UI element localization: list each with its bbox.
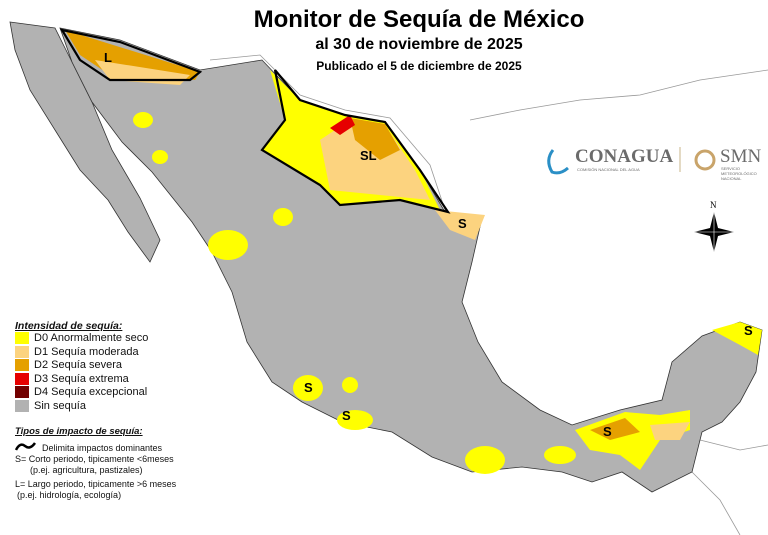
- legend-swatch: [15, 359, 29, 372]
- label-sl: SL: [360, 148, 377, 163]
- smn-subtitle: SERVICIO METEOROLÓGICO NACIONAL: [721, 166, 757, 181]
- d3-north: [330, 115, 355, 135]
- impact-line-sl: [260, 69, 451, 214]
- page-subtitle: al 30 de noviembre de 2025: [315, 36, 523, 53]
- drought-legend: Intensidad de sequía: D0 Anormalmente se…: [15, 320, 148, 413]
- impact-s-example: (p.ej. agricultura, pastizales): [30, 465, 143, 475]
- conagua-logo-icon: [547, 149, 569, 175]
- impact-line-l: [59, 28, 203, 82]
- legend-heading: Intensidad de sequía:: [15, 320, 123, 332]
- legend-label: D0 Anormalmente seco: [34, 332, 149, 344]
- impact-heading: Tipos de impacto de sequía:: [15, 426, 143, 437]
- d2-north: [350, 118, 400, 160]
- legend-item-d3: D3 Sequía extrema: [15, 373, 148, 387]
- d0-patch: [273, 208, 293, 226]
- conagua-logo: CONAGUA: [575, 146, 674, 167]
- d1-campeche: [650, 422, 690, 440]
- d0-patch: [544, 446, 576, 464]
- legend-swatch: [15, 345, 29, 358]
- central-america-border: [689, 439, 768, 535]
- d0-patch: [208, 230, 248, 260]
- us-border: [209, 54, 768, 211]
- legend-item-d4: D4 Sequía excepcional: [15, 386, 148, 400]
- d2-northwest: [65, 30, 200, 80]
- legend-swatch: [15, 372, 29, 385]
- label-s: S: [744, 323, 753, 338]
- legend-item-d1: D1 Sequía moderada: [15, 346, 148, 360]
- label-s: S: [304, 380, 313, 395]
- published-date: Publicado el 5 de diciembre de 2025: [316, 59, 522, 73]
- legend-item-none: Sin sequía: [15, 400, 148, 414]
- impact-l-label: L= Largo periodo, tipicamente >6 meses: [15, 479, 177, 489]
- mexico-mainland: [59, 27, 763, 493]
- impact-line-icon: [14, 442, 37, 451]
- impact-legend: Tipos de impacto de sequía: Delimita imp…: [14, 426, 177, 501]
- compass-north: N: [710, 200, 717, 210]
- legend-swatch: [15, 332, 29, 345]
- legend-label: D4 Sequía excepcional: [34, 386, 148, 398]
- d1-north: [320, 120, 430, 200]
- conagua-subtitle: COMISIÓN NACIONAL DEL AGUA: [577, 167, 640, 172]
- d0-patch: [342, 377, 358, 393]
- d0-patch: [133, 112, 153, 128]
- d1-tamaulipas: [435, 210, 485, 240]
- compass-rose-icon: [694, 212, 734, 252]
- legend-item-d2: D2 Sequía severa: [15, 359, 148, 373]
- smn-logo-icon: [694, 149, 716, 171]
- legend-label: D1 Sequía moderada: [34, 345, 139, 358]
- d0-yucatan: [712, 322, 762, 355]
- label-s: S: [342, 408, 351, 423]
- page-title: Monitor de Sequía de México: [253, 6, 585, 33]
- label-s: S: [458, 216, 467, 231]
- impact-s-label: S= Corto periodo, tipicamente <6meses: [15, 454, 174, 464]
- legend-label: D3 Sequía extrema: [34, 372, 129, 385]
- label-l: L: [104, 50, 112, 65]
- legend-swatch: [15, 386, 29, 399]
- impact-line-label: Delimita impactos dominantes: [42, 443, 163, 453]
- label-s: S: [603, 424, 612, 439]
- legend-item-d0: D0 Anormalmente seco: [15, 332, 148, 346]
- impact-l-example: (p.ej. hidrología, ecología): [17, 490, 122, 500]
- legend-swatch: [15, 399, 29, 412]
- d0-patch: [152, 150, 168, 164]
- legend-label: Sin sequía: [34, 399, 86, 412]
- d0-patch: [293, 375, 323, 401]
- d0-patch: [337, 410, 373, 430]
- legend-label: D2 Sequía severa: [34, 359, 123, 371]
- d1-northwest: [95, 60, 190, 85]
- d0-patch: [465, 446, 505, 474]
- d2-tabasco: [590, 418, 640, 440]
- smn-logo: SMN: [720, 146, 762, 167]
